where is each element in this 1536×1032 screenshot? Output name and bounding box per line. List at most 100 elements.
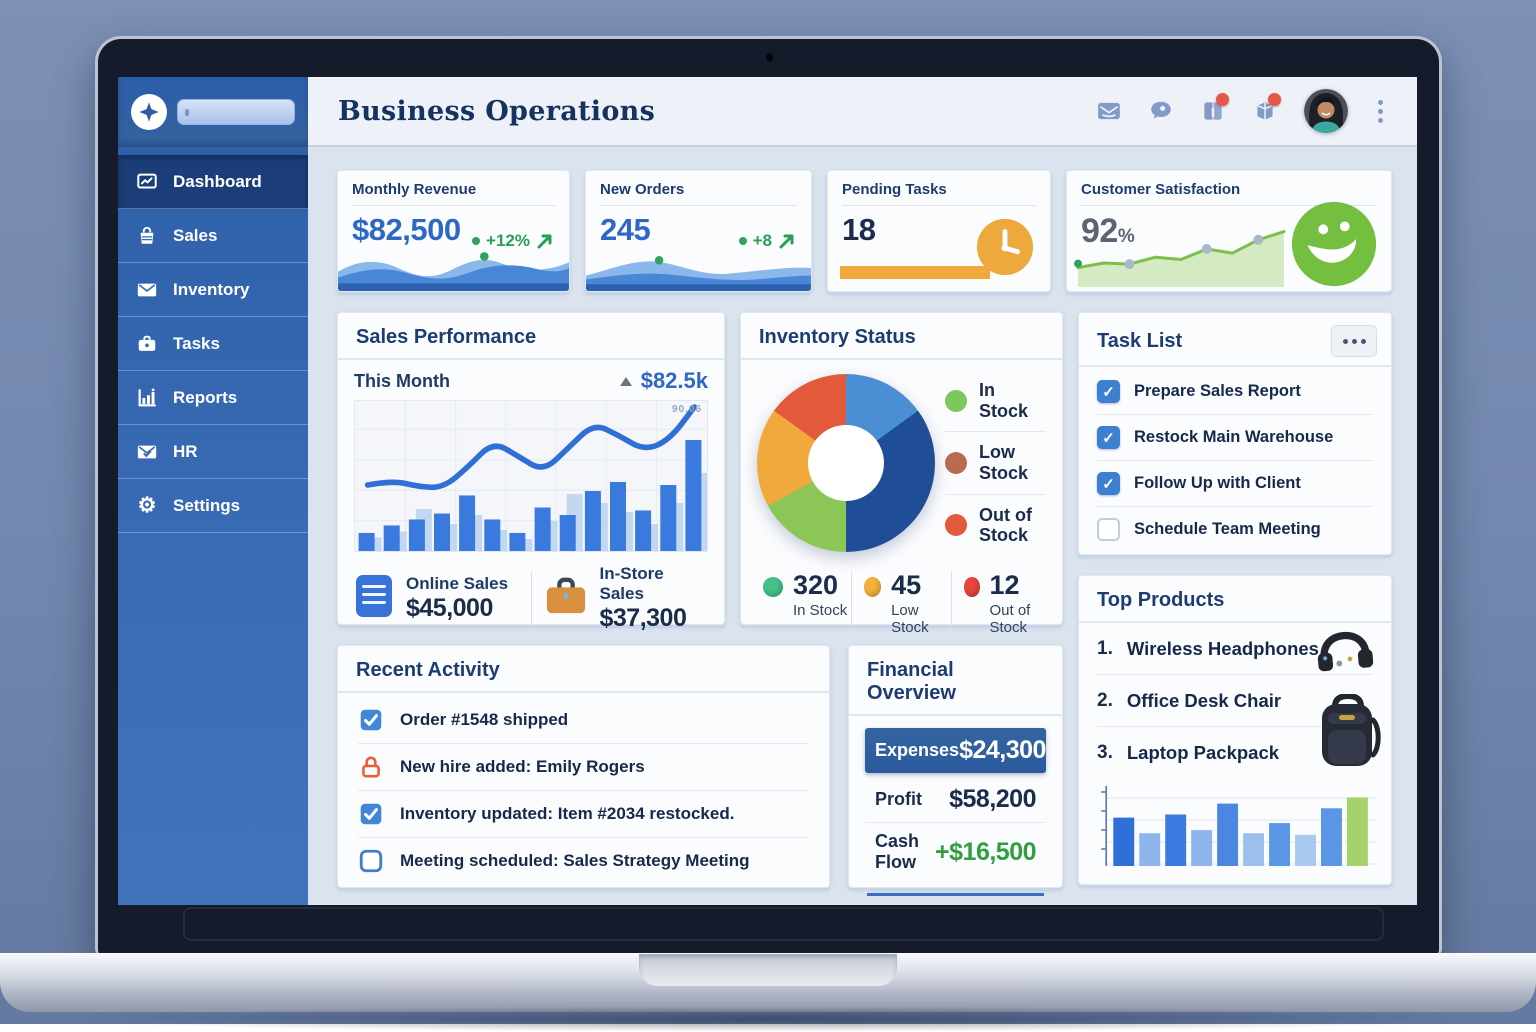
legend-label: Out of Stock	[979, 504, 1032, 546]
inventory-legend: In Stock Low Stock Out of Stock	[945, 370, 1046, 556]
stat-value: $45,000	[406, 594, 493, 622]
inventory-stat-in-stock: 320 In Stock	[751, 572, 851, 636]
period-label: This Month	[354, 370, 450, 391]
top-products-panel: Top Products 1. Wireless Headphones 2. O…	[1078, 575, 1392, 885]
stat-label: Online Sales	[406, 574, 509, 593]
task-checkbox[interactable]: ✓	[1097, 380, 1120, 403]
activity-item: Order #1548 shipped	[358, 697, 809, 743]
arrow-up-icon	[779, 234, 794, 248]
task-checkbox[interactable]: ✓	[1097, 472, 1120, 495]
finance-value: +$16,500	[935, 837, 1036, 866]
checkbox-checked-icon	[358, 801, 384, 827]
top-products-chart	[1091, 780, 1377, 874]
sales-performance-body: This Month $82.5k 90.06	[338, 360, 724, 645]
sidebar-item-dashboard[interactable]: Dashboard	[118, 155, 308, 209]
finance-value: $24,300	[959, 736, 1046, 764]
inventory-icon	[136, 279, 158, 301]
user-avatar[interactable]	[1304, 89, 1348, 133]
lock-icon	[358, 754, 384, 780]
activity-item: Meeting scheduled: Sales Strategy Meetin…	[358, 837, 809, 884]
recent-activity-panel: Recent Activity Order #1548 shipped New …	[337, 645, 830, 888]
contacts-icon[interactable]	[1200, 93, 1229, 124]
legend-item-in-stock: In Stock	[945, 370, 1046, 431]
top-bar: Business Operations	[118, 77, 1417, 147]
checkbox-checked-icon	[358, 707, 384, 733]
sidebar-item-label: Settings	[173, 495, 241, 515]
sidebar-item-tasks[interactable]: Tasks	[118, 317, 308, 371]
panel-title: Top Products	[1079, 576, 1391, 623]
sales-icon	[136, 225, 158, 247]
status-dot-icon	[763, 577, 783, 598]
task-item: ✓ Restock Main Warehouse	[1097, 414, 1373, 460]
main-content: Monthly Revenue $82,500 +12%	[308, 147, 1417, 905]
product-rank: 3.	[1097, 741, 1113, 763]
search-input[interactable]	[194, 105, 287, 119]
revenue-sparkline	[338, 243, 569, 291]
product-item: 3. Laptop Packpack	[1097, 726, 1373, 778]
sidebar-item-hr[interactable]: HR	[118, 425, 308, 479]
clock-icon	[974, 216, 1036, 283]
product-rank: 2.	[1097, 689, 1113, 711]
legend-label: Low Stock	[979, 442, 1029, 484]
kpi-delta: +8	[738, 231, 795, 251]
notifications-icon[interactable]	[1252, 93, 1281, 124]
product-list: 1. Wireless Headphones 2. Office Desk Ch…	[1079, 623, 1391, 778]
kpi-value: 92%	[1081, 212, 1135, 250]
product-name: Office Desk Chair	[1126, 689, 1282, 711]
panel-title: Task List	[1097, 329, 1183, 352]
finance-row-expenses: Expenses $24,300	[865, 728, 1046, 773]
kpi-value: 245	[600, 212, 651, 247]
sidebar-item-sales[interactable]: Sales	[118, 209, 308, 263]
finance-label: Expenses	[875, 740, 960, 760]
inventory-donut-chart	[757, 374, 935, 553]
kpi-pending-tasks: Pending Tasks 18	[827, 170, 1051, 292]
chart-annotation: 90.06	[671, 404, 702, 415]
sidebar-item-inventory[interactable]: Inventory	[118, 263, 308, 317]
period-value: $82.5k	[640, 368, 708, 393]
sidebar-header	[118, 77, 308, 147]
panel-title: Recent Activity	[338, 646, 829, 693]
satisfaction-sparkline	[1073, 221, 1289, 287]
hr-icon	[136, 441, 158, 463]
finance-label: Cash Flow	[875, 831, 920, 872]
more-menu-icon[interactable]	[1374, 96, 1387, 127]
legend-dot-icon	[945, 389, 967, 412]
settings-icon: ⚙	[137, 494, 157, 517]
mail-icon[interactable]	[1096, 98, 1122, 124]
kpi-title: Monthly Revenue	[352, 181, 555, 206]
task-label: Prepare Sales Report	[1134, 382, 1301, 400]
search-bar[interactable]	[177, 99, 295, 125]
status-dot-icon	[863, 577, 882, 598]
stat-value: $37,300	[599, 604, 687, 632]
right-column: Task List ✓ Prepare Sales Report ✓ Resto…	[1078, 312, 1392, 885]
chat-icon[interactable]	[1148, 98, 1174, 124]
left-column: Sales Performance This Month $82.5k	[337, 312, 1063, 896]
app-logo[interactable]	[131, 94, 167, 130]
financial-overview-panel: Financial Overview Expenses $24,300 Prof…	[848, 645, 1063, 896]
activity-list: Order #1548 shipped New hire added: Emil…	[338, 693, 829, 888]
product-name: Laptop Packpack	[1126, 741, 1280, 763]
task-list: ✓ Prepare Sales Report ✓ Restock Main Wa…	[1079, 367, 1391, 554]
stat-label: In Stock	[793, 602, 848, 620]
task-checkbox[interactable]	[1097, 518, 1120, 541]
online-sales-icon	[354, 573, 394, 624]
stat-value: 45	[891, 570, 922, 601]
financial-rows: Expenses $24,300 Profit $58,200 Cash Flo…	[849, 716, 1062, 896]
sidebar-item-settings[interactable]: ⚙ Settings	[118, 479, 308, 533]
sidebar-item-reports[interactable]: Reports	[118, 371, 308, 425]
stat-label: In-Store Sales	[599, 564, 664, 603]
finance-row-profit: Profit $58,200	[865, 777, 1046, 823]
kpi-monthly-revenue: Monthly Revenue $82,500 +12%	[337, 170, 570, 292]
kpi-row: Monthly Revenue $82,500 +12%	[337, 170, 1392, 292]
search-icon	[185, 108, 190, 116]
task-checkbox[interactable]: ✓	[1097, 426, 1120, 449]
smiley-icon	[1289, 199, 1379, 291]
task-item: ✓ Follow Up with Client	[1097, 460, 1373, 506]
kpi-title: Pending Tasks	[842, 181, 1036, 206]
task-list-menu-button[interactable]	[1331, 325, 1377, 357]
sales-stat-in-store-sales: In-Store Sales $37,300	[544, 564, 709, 633]
dashboard-grid: Sales Performance This Month $82.5k	[337, 312, 1392, 896]
arrow-up-icon	[537, 234, 552, 248]
legend-dot-icon	[945, 452, 967, 475]
notification-badge	[1216, 93, 1229, 106]
